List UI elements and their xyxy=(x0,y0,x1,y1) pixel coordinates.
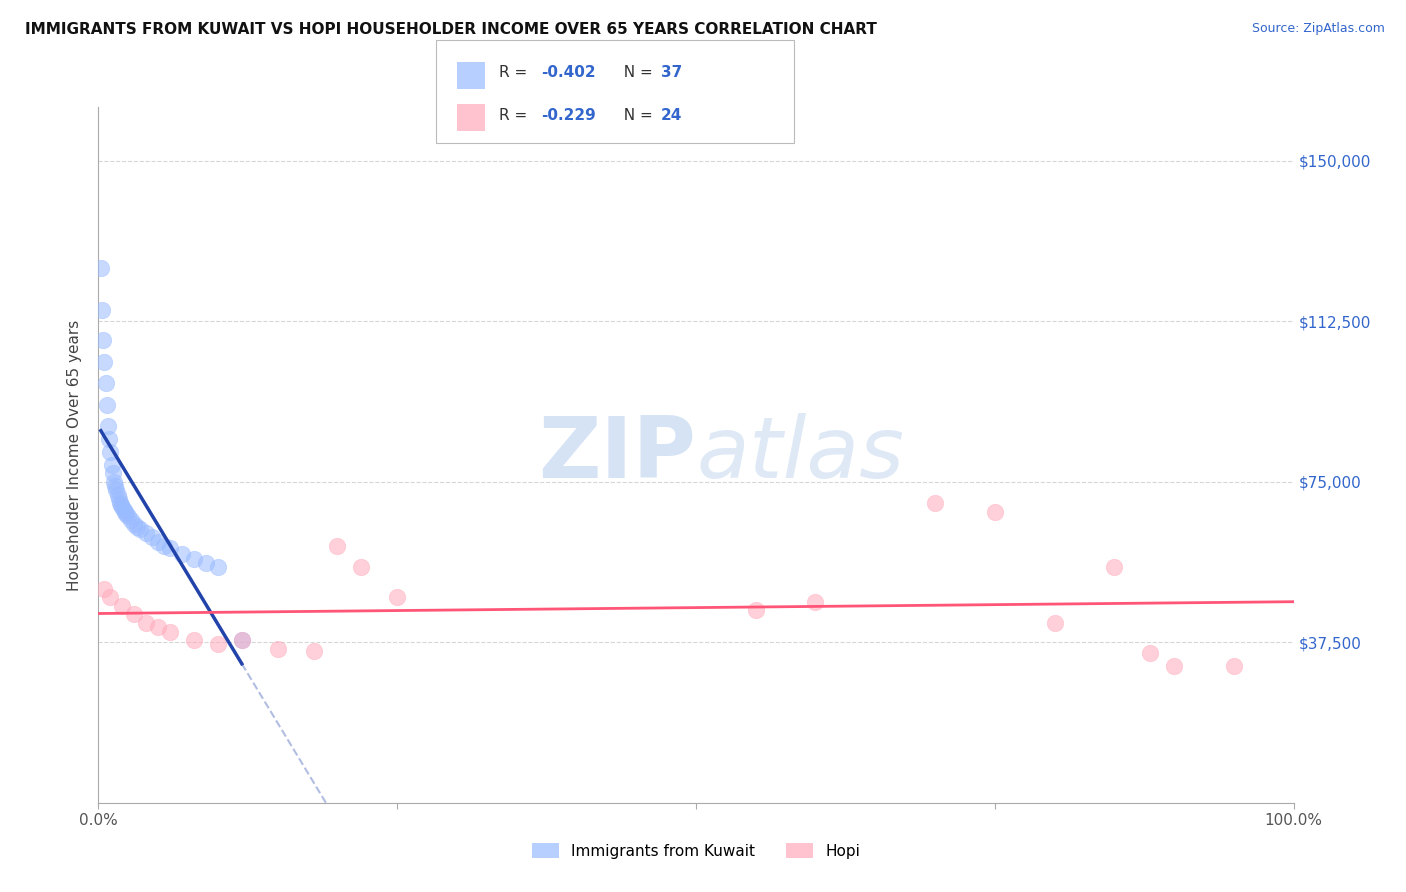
Point xyxy=(94,376,117,391)
Point xyxy=(124,517,146,532)
Text: R =: R = xyxy=(499,108,533,122)
Text: N =: N = xyxy=(614,65,658,80)
Point xyxy=(385,591,409,605)
Legend: Immigrants from Kuwait, Hopi: Immigrants from Kuwait, Hopi xyxy=(526,837,866,864)
Point xyxy=(100,458,122,472)
Point xyxy=(135,526,157,541)
Point xyxy=(98,432,121,446)
Point xyxy=(804,594,827,608)
Point xyxy=(91,303,114,318)
Point xyxy=(98,444,122,458)
Point xyxy=(135,615,157,630)
Text: R =: R = xyxy=(499,65,533,80)
Point xyxy=(129,522,152,536)
Point xyxy=(183,551,205,566)
Point xyxy=(110,498,132,512)
Point xyxy=(111,599,134,613)
Point xyxy=(98,591,122,605)
Text: ZIP: ZIP xyxy=(538,413,696,497)
Point xyxy=(93,582,115,596)
Point xyxy=(1223,658,1246,673)
Text: atlas: atlas xyxy=(696,413,904,497)
Text: 37: 37 xyxy=(661,65,682,80)
Point xyxy=(148,620,170,634)
Point xyxy=(924,496,946,510)
Point xyxy=(120,513,142,527)
Y-axis label: Householder Income Over 65 years: Householder Income Over 65 years xyxy=(67,319,83,591)
Point xyxy=(141,530,163,544)
Point xyxy=(101,466,124,480)
Point xyxy=(1104,560,1126,574)
Point xyxy=(195,556,218,570)
Point xyxy=(172,548,194,562)
Point xyxy=(117,508,139,523)
Point xyxy=(104,479,127,493)
Point xyxy=(267,641,290,656)
Point xyxy=(93,355,115,369)
Point xyxy=(112,502,135,516)
Point xyxy=(231,633,253,648)
Point xyxy=(183,633,205,648)
Point xyxy=(90,260,112,275)
Point xyxy=(207,560,229,574)
Text: Source: ZipAtlas.com: Source: ZipAtlas.com xyxy=(1251,22,1385,36)
Point xyxy=(105,483,128,498)
Text: IMMIGRANTS FROM KUWAIT VS HOPI HOUSEHOLDER INCOME OVER 65 YEARS CORRELATION CHAR: IMMIGRANTS FROM KUWAIT VS HOPI HOUSEHOLD… xyxy=(25,22,877,37)
Point xyxy=(148,534,170,549)
Point xyxy=(97,419,120,434)
Point xyxy=(115,507,138,521)
Point xyxy=(153,539,176,553)
Point xyxy=(114,505,136,519)
Text: -0.402: -0.402 xyxy=(541,65,596,80)
Point xyxy=(111,500,134,515)
Point xyxy=(231,633,253,648)
Point xyxy=(1163,658,1185,673)
Point xyxy=(108,496,131,510)
Point xyxy=(1139,646,1161,660)
Point xyxy=(159,624,181,639)
Text: 24: 24 xyxy=(661,108,682,122)
Text: N =: N = xyxy=(614,108,658,122)
Point xyxy=(1043,615,1066,630)
Point xyxy=(207,637,229,651)
Point xyxy=(984,505,1007,519)
Point xyxy=(96,398,118,412)
Point xyxy=(302,644,325,658)
Text: -0.229: -0.229 xyxy=(541,108,596,122)
Point xyxy=(91,334,114,348)
Point xyxy=(125,519,148,533)
Point xyxy=(745,603,768,617)
Point xyxy=(326,539,349,553)
Point xyxy=(107,487,129,501)
Point xyxy=(103,475,125,489)
Point xyxy=(159,541,181,555)
Point xyxy=(350,560,373,574)
Point xyxy=(124,607,146,622)
Point xyxy=(107,491,129,506)
